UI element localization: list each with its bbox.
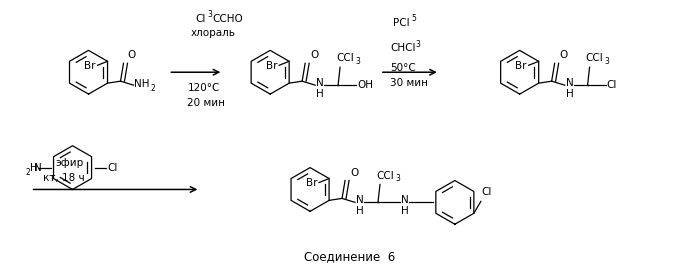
Text: O: O xyxy=(560,50,568,60)
Text: кт, 18 ч: кт, 18 ч xyxy=(43,173,85,182)
Text: H: H xyxy=(356,206,363,216)
Text: OH: OH xyxy=(357,80,373,90)
Text: эфир: эфир xyxy=(56,158,84,168)
Text: N: N xyxy=(401,196,409,205)
Text: CHCl: CHCl xyxy=(390,43,415,53)
Text: N: N xyxy=(34,163,42,173)
Text: O: O xyxy=(127,50,136,60)
Text: Соединение  6: Соединение 6 xyxy=(304,251,396,264)
Text: N: N xyxy=(356,196,363,205)
Text: 3: 3 xyxy=(416,40,421,49)
Text: O: O xyxy=(350,168,359,177)
Text: H: H xyxy=(316,89,324,99)
Text: NH: NH xyxy=(134,79,150,89)
Text: 3: 3 xyxy=(605,57,610,66)
Text: 2: 2 xyxy=(150,84,155,93)
Text: Cl: Cl xyxy=(108,163,118,173)
Text: H: H xyxy=(565,89,573,99)
Text: H: H xyxy=(401,206,409,216)
Text: N: N xyxy=(316,78,324,88)
Text: 120°C: 120°C xyxy=(187,83,219,93)
Text: Br: Br xyxy=(266,61,278,71)
Text: 3: 3 xyxy=(395,174,400,184)
Text: 2: 2 xyxy=(26,168,31,177)
Text: CCl: CCl xyxy=(376,171,394,181)
Text: PCl: PCl xyxy=(393,18,410,28)
Text: 50°C: 50°C xyxy=(390,63,416,73)
Text: хлораль: хлораль xyxy=(190,28,236,39)
Text: CCHO: CCHO xyxy=(212,14,243,24)
Text: 30 мин: 30 мин xyxy=(390,78,428,88)
Text: Br: Br xyxy=(84,61,96,71)
Text: N: N xyxy=(565,78,573,88)
Text: O: O xyxy=(310,50,318,60)
Text: Cl: Cl xyxy=(482,188,492,197)
Text: Cl: Cl xyxy=(195,14,206,24)
Text: 3: 3 xyxy=(208,10,212,19)
Text: H: H xyxy=(30,163,38,173)
Text: 5: 5 xyxy=(411,14,416,23)
Text: 3: 3 xyxy=(355,57,360,66)
Text: Cl: Cl xyxy=(607,80,617,90)
Text: CCl: CCl xyxy=(336,53,354,63)
Text: CCl: CCl xyxy=(586,53,603,63)
Text: Br: Br xyxy=(515,61,527,71)
Text: 20 мин: 20 мин xyxy=(187,98,225,108)
Text: Br: Br xyxy=(305,178,317,189)
